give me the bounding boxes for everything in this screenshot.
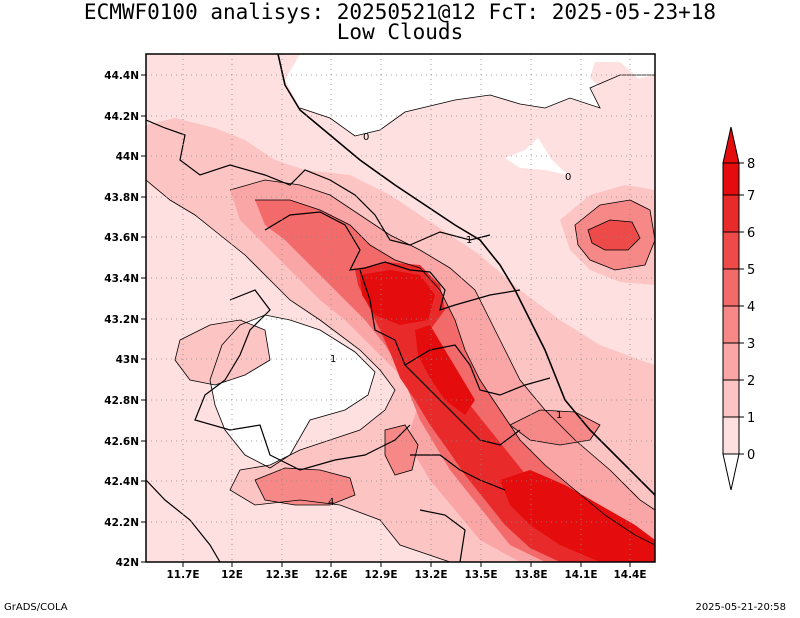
y-tick-label: 44N [116,151,139,163]
map-frame [145,53,656,563]
colorbar: 0 1 2 3 4 5 6 7 8 [722,126,755,491]
contour-label: 1 [556,410,562,421]
colorbar-label: 4 [747,300,755,315]
x-tick-label: 13.5E [464,569,497,581]
contour-label: 1 [466,235,472,246]
colorbar-overflow-arrow [722,126,740,164]
y-tick-label: 43.8N [104,192,139,204]
colorbar-label: 2 [747,374,755,389]
footer-right-timestamp: 2025-05-21-20:58 [695,602,786,613]
x-tick-label: 14.4E [613,569,646,581]
y-tick-label: 43.4N [104,273,139,285]
colorbar-label: 5 [747,263,755,278]
contour-label: 4 [328,497,334,508]
coastline [277,54,655,496]
colorbar-label: 1 [747,411,755,426]
y-tick-label: 43.6N [104,232,139,244]
colorbar-label: 8 [747,157,755,172]
x-tick-label: 12.6E [314,569,347,581]
y-tick-label: 43.2N [104,314,139,326]
colorbar-swatch [722,416,740,455]
colorbar-swatch [722,342,740,381]
x-tick-label: 14.1E [564,569,597,581]
footer-left-credit: GrADS/COLA [4,602,68,613]
contour-labels: 0 0 1 1 1 4 [328,132,571,508]
y-tick-label: 42.8N [104,395,139,407]
chart-title: ECMWF0100 analisys: 20250521@12 FcT: 202… [0,0,800,44]
y-tick-label: 42.4N [104,476,139,488]
y-tick-label: 44.4N [104,70,139,82]
contour-label: 0 [363,132,369,143]
y-tick-label: 42.2N [104,517,139,529]
colorbar-label: 0 [747,448,755,463]
x-axis: 11.7E 12E 12.3E 12.6E 12.9E 13.2E 13.5E … [166,562,647,581]
y-tick-label: 42.6N [104,436,139,448]
region-borders [146,119,551,562]
title-line-2: Low Clouds [336,20,464,44]
contour-label: 1 [330,354,336,365]
y-axis: 44.4N 44.2N 44N 43.8N 43.6N 43.4N 43.2N … [104,70,146,569]
colorbar-swatch [722,379,740,418]
title-line-1: ECMWF0100 analisys: 20250521@12 FcT: 202… [83,0,717,24]
colorbar-label: 3 [747,337,755,352]
x-tick-label: 13.8E [514,569,547,581]
y-tick-label: 42N [116,557,139,569]
colorbar-swatch [722,268,740,307]
x-tick-label: 13.2E [414,569,447,581]
y-tick-label: 44.2N [104,111,139,123]
y-tick-label: 43N [116,354,139,366]
colorbar-swatch [722,194,740,233]
colorbar-swatch [722,305,740,344]
colorbar-swatch [722,231,740,270]
colorbar-underflow-arrow [722,453,740,491]
x-tick-label: 12.3E [265,569,298,581]
colorbar-label: 6 [747,226,755,241]
colorbar-label: 7 [747,189,755,204]
colorbar-swatch [722,162,740,196]
contour-label: 0 [565,172,571,183]
low-cloud-field [146,54,655,562]
x-tick-label: 12.9E [364,569,397,581]
x-tick-label: 11.7E [166,569,199,581]
x-tick-label: 12E [221,569,243,581]
